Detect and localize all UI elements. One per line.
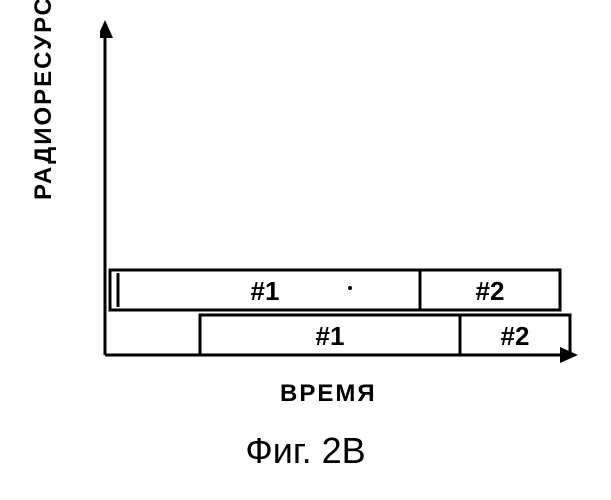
dot — [348, 286, 352, 290]
timing-diagram: РАДИОРЕСУРС #1 #2 #1 #2 ВРЕМЯ — [40, 20, 580, 370]
figure-label: Фиг. 2B — [0, 430, 611, 472]
x-axis-label: ВРЕМЯ — [280, 380, 377, 408]
row2-seg1-label: #1 — [316, 321, 345, 351]
row2-seg2-label: #2 — [501, 321, 530, 351]
chart-svg: #1 #2 #1 #2 — [100, 20, 580, 380]
row1-seg1-label: #1 — [251, 276, 280, 306]
y-axis-label: РАДИОРЕСУРС — [30, 0, 58, 200]
y-axis-arrow — [100, 20, 113, 38]
row1-seg2-label: #2 — [476, 276, 505, 306]
